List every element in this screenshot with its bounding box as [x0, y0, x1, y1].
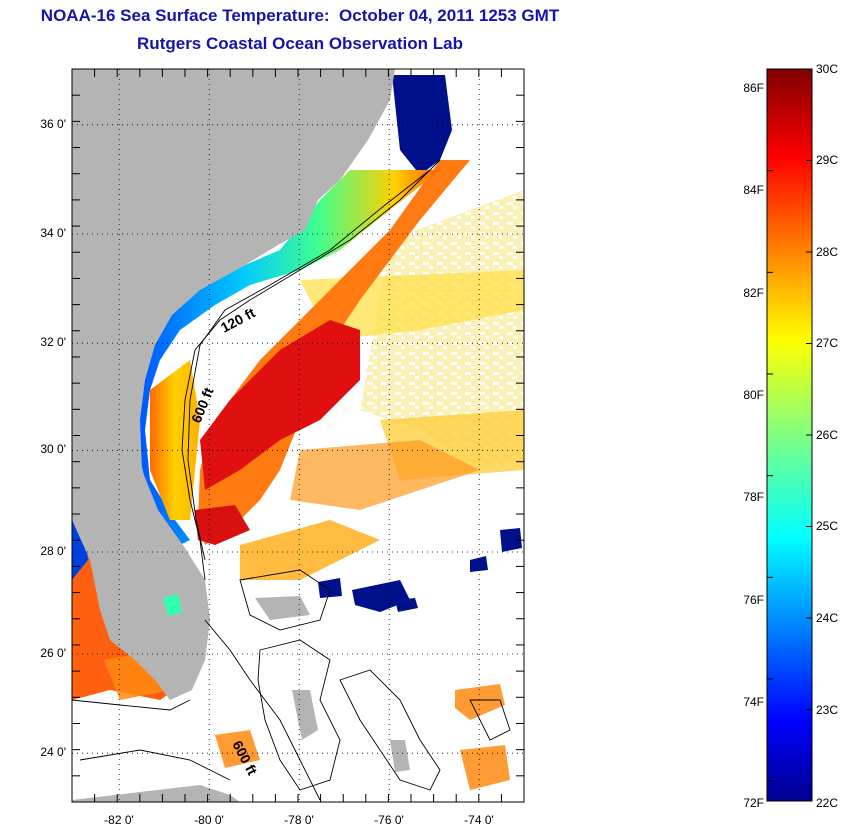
lat-label-28: 28 0'	[40, 544, 66, 558]
colorbar-f-82: 82F	[743, 286, 764, 300]
land-bahamas	[390, 740, 410, 772]
colorbar-c-28: 28C	[816, 245, 839, 259]
gulf-stream-south	[240, 520, 380, 580]
cold-noise-patches	[318, 528, 522, 612]
colorbar-f-78: 78F	[743, 490, 764, 504]
colorbar-c-22: 22C	[816, 796, 839, 810]
lat-label-30: 30 0'	[40, 442, 66, 456]
lat-label-32: 32 0'	[40, 335, 66, 349]
colorbar-c-27: 27C	[816, 336, 839, 350]
colorbar-f-72: 72F	[743, 796, 764, 810]
land-cuba	[72, 785, 240, 802]
lon-label-80: -80 0'	[194, 813, 224, 827]
map-subtitle: Rutgers Coastal Ocean Observation Lab	[137, 34, 463, 53]
gulf-stream-core	[200, 320, 360, 490]
colorbar-f-74: 74F	[743, 695, 764, 709]
colorbar-ticks	[767, 68, 812, 802]
colorbar	[767, 69, 812, 801]
lat-label-26: 26 0'	[40, 646, 66, 660]
gulf-stream-florida	[195, 505, 250, 545]
lake-okeechobee	[163, 594, 182, 616]
colorbar-c-30: 30C	[816, 62, 839, 76]
colorbar-f-80: 80F	[743, 388, 764, 402]
colorbar-c-24: 24C	[816, 611, 839, 625]
land-andros	[292, 690, 318, 740]
lon-label-74: -74 0'	[464, 813, 494, 827]
lat-label-34: 34 0'	[40, 226, 66, 240]
map-title: NOAA-16 Sea Surface Temperature: October…	[40, 6, 560, 25]
gulf-stream-east	[290, 440, 480, 510]
bathymetry-contours	[72, 159, 511, 801]
land-grand-bahama	[255, 596, 310, 620]
warm-noise-patches	[104, 650, 510, 790]
land-southeast-us	[72, 69, 395, 700]
colorbar-c-26: 26C	[816, 428, 839, 442]
map-tick-marks	[71, 68, 525, 803]
colorbar-c-29: 29C	[816, 153, 839, 167]
lon-label-76: -76 0'	[374, 813, 404, 827]
colorbar-f-84: 84F	[743, 183, 764, 197]
colorbar-f-76: 76F	[743, 593, 764, 607]
lat-label-24: 24 0'	[40, 745, 66, 759]
lat-label-36: 36 0'	[40, 117, 66, 131]
graticule	[72, 69, 524, 802]
offshore-sst-patchy	[360, 190, 524, 470]
lon-label-82: -82 0'	[104, 813, 134, 827]
colorbar-c-25: 25C	[816, 519, 839, 533]
colorbar-c-23: 23C	[816, 703, 839, 717]
colorbar-f-86: 86F	[743, 81, 764, 95]
florida-shelf-water	[150, 360, 200, 520]
lon-label-78: -78 0'	[284, 813, 314, 827]
map-area: 120 ft 600 ft 600 ft	[72, 69, 524, 802]
